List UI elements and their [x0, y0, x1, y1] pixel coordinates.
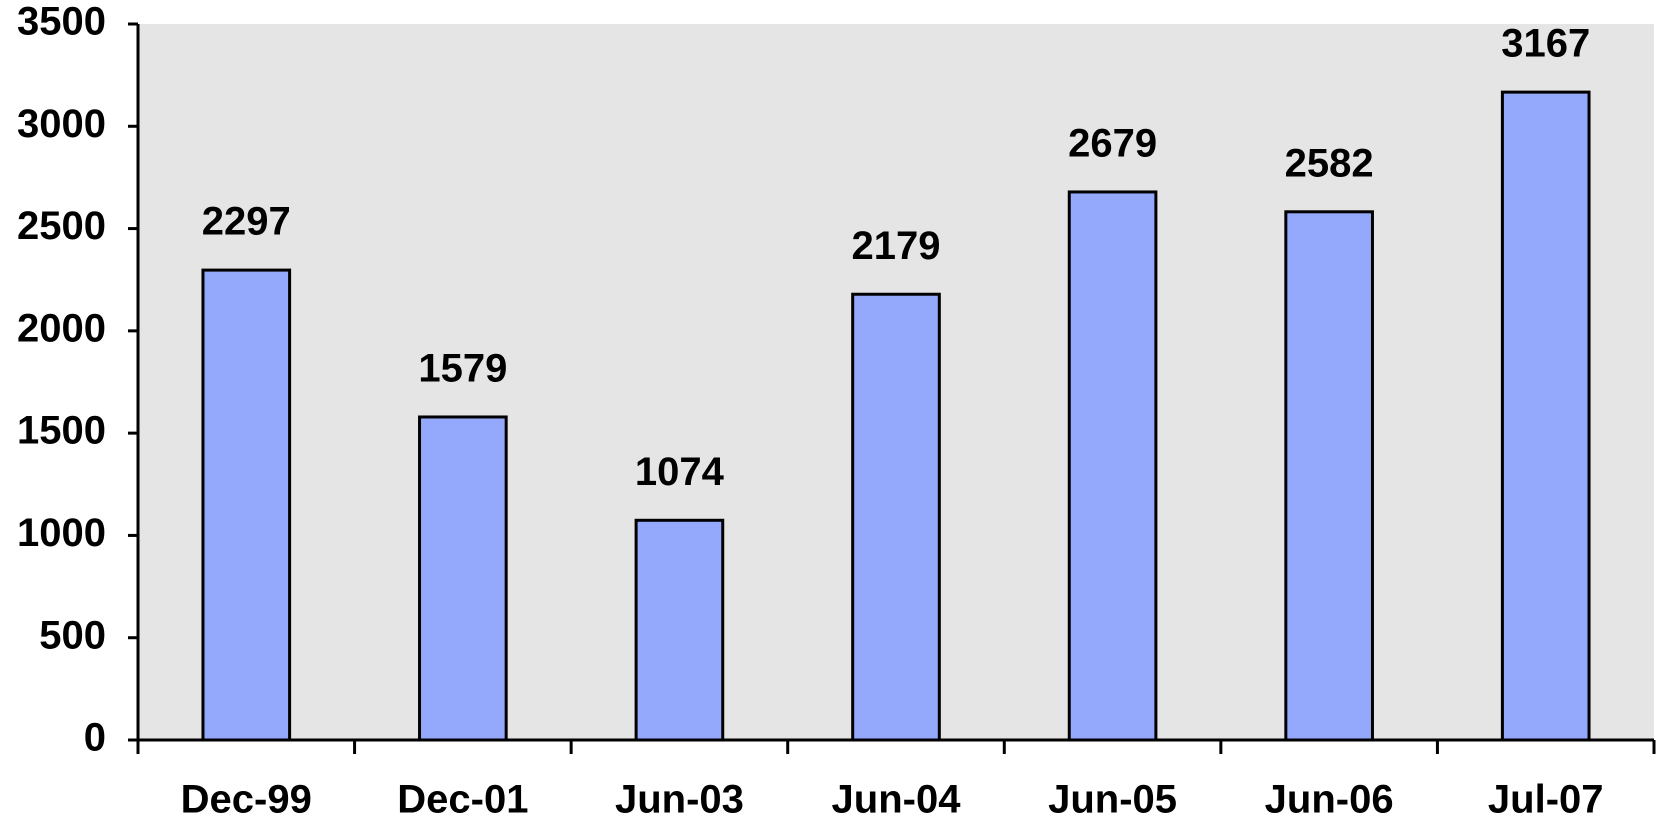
data-label: 1074: [635, 450, 725, 494]
y-tick-label: 0: [84, 716, 106, 760]
data-label: 2582: [1285, 141, 1374, 185]
bar: [418, 415, 508, 742]
y-tick-label: 500: [39, 613, 106, 657]
y-tick-label: 3500: [17, 0, 106, 44]
data-label: 2679: [1068, 122, 1157, 166]
bar: [1067, 190, 1158, 742]
x-tick-label: Jul-07: [1488, 778, 1604, 822]
x-tick-label: Jun-04: [832, 778, 962, 822]
bar: [1284, 210, 1374, 742]
data-label: 1579: [418, 347, 507, 391]
y-tick-label: 2000: [17, 306, 106, 350]
data-label: 2297: [202, 200, 291, 244]
x-tick-label: Dec-01: [397, 778, 528, 822]
x-tick-label: Jun-03: [615, 778, 744, 822]
bar: [634, 518, 725, 742]
data-label: 2179: [852, 224, 941, 268]
bar: [201, 268, 292, 742]
x-tick-label: Jun-05: [1048, 778, 1177, 822]
x-tick-label: Jun-06: [1265, 778, 1394, 822]
x-tick-label: Dec-99: [181, 778, 312, 822]
data-label: 3167: [1501, 22, 1590, 66]
bar: [851, 292, 941, 742]
y-tick-label: 3000: [17, 102, 106, 146]
bar: [1500, 90, 1591, 742]
y-tick-label: 2500: [17, 204, 106, 248]
y-tick-label: 1500: [17, 409, 106, 453]
y-tick-label: 1000: [17, 511, 106, 555]
